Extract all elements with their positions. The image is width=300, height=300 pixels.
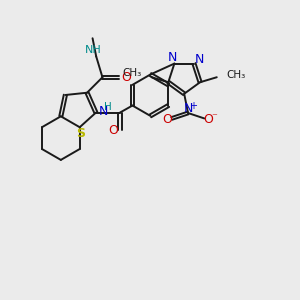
Text: +: + — [189, 101, 197, 111]
Text: O: O — [162, 113, 172, 126]
Text: O: O — [121, 71, 131, 84]
Text: CH₃: CH₃ — [122, 68, 142, 78]
Text: NH: NH — [85, 46, 102, 56]
Text: N: N — [183, 102, 193, 115]
Text: N: N — [195, 53, 205, 66]
Text: N: N — [168, 51, 177, 64]
Text: O: O — [203, 113, 213, 126]
Text: O: O — [108, 124, 118, 136]
Text: N: N — [99, 105, 109, 118]
Text: ⁻: ⁻ — [211, 112, 217, 122]
Text: S: S — [76, 127, 85, 140]
Text: H: H — [104, 102, 112, 112]
Text: CH₃: CH₃ — [227, 70, 246, 80]
